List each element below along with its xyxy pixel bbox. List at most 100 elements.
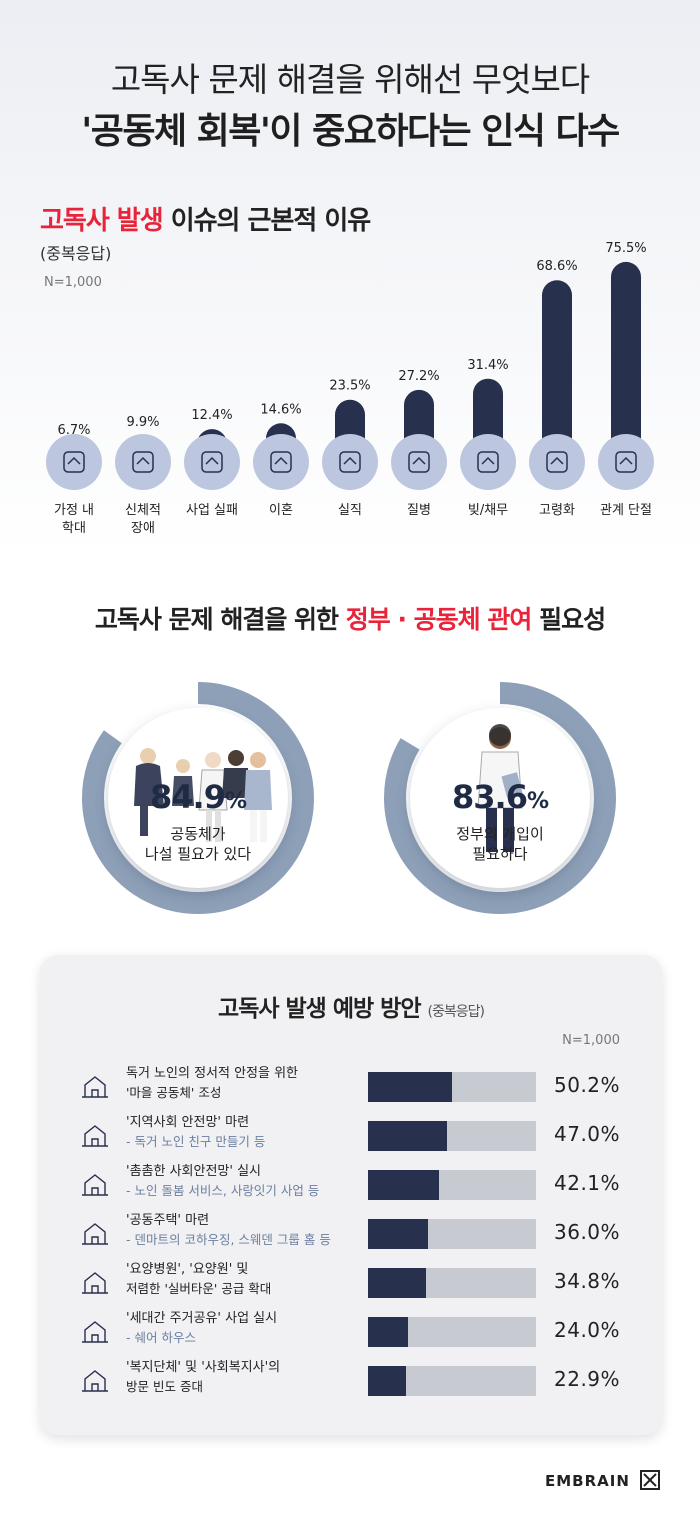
row-label-line1: '세대간 주거공유' 사업 실시 [126,1311,278,1326]
prevention-row: '세대간 주거공유' 사업 실시 - 쉐어 하우스 24.0% [40,1308,662,1352]
caption-line-1: 공동체가 [170,825,226,843]
category-glyph [615,451,637,473]
donut-ring-community [82,682,314,914]
isolation-icon [598,434,654,490]
bar [368,1170,439,1200]
title-line-1: 고독사 문제 해결을 위해선 무엇보다 [110,60,590,99]
category-label: 빚/채무 [468,503,508,518]
prevention-row: '공동주택' 마련 - 덴마트의 코하우징, 스웨덴 그룹 홈 등 36.0% [40,1210,662,1254]
row-label-line1: '지역사회 안전망' 마련 [126,1115,250,1130]
ring-fill [82,682,314,914]
category-label: 장애 [131,521,155,536]
category-label: 실직 [338,503,362,518]
bar-value-label: 47.0% [554,1122,621,1146]
section1-title-rest: 이슈의 근본적 이유 [162,206,371,236]
bar-value-label: 23.5% [329,379,370,394]
row-label-line2: 저렴한 '실버타운' 공급 확대 [126,1281,272,1296]
ring-fill [384,682,616,914]
bar-value-label: 9.9% [126,415,159,430]
category-glyph [546,451,568,473]
row-label-line2: - 노인 돌봄 서비스, 사랑잇기 사업 등 [126,1183,320,1198]
prevention-title-note: (중복응답) [427,1004,485,1020]
prevention-row: 독거 노인의 정서적 안정을 위한 '마을 공동체' 조성 50.2% [40,1063,662,1107]
bar-value-label: 6.7% [57,423,90,438]
bar-group: 68.6% 고령화 [529,259,585,518]
bar-value-label: 31.4% [467,358,508,373]
row-label-line1: '복지단체' 및 '사회복지사'의 [126,1360,281,1375]
bar [368,1121,447,1151]
bar-group: 27.2% 질병 [391,369,447,518]
donut-government-value: 83.6% [380,778,620,816]
donut-inner [410,708,590,888]
unemployment-icon [322,434,378,490]
bar-group: 23.5% 실직 [322,379,378,518]
category-label: 학대 [62,521,86,536]
row-label-line2: - 독거 노인 친구 만들기 등 [126,1134,266,1149]
section1-subtitle: (중복응답) [40,244,112,263]
bar-track [368,1170,536,1200]
bar-track [368,1121,536,1151]
category-label: 가정 내 [54,503,94,518]
prevention-row: '지역사회 안전망' 마련 - 독거 노인 친구 만들기 등 47.0% [40,1112,662,1156]
brand-logo: EMBRAIN [545,1472,630,1490]
prevention-title-text: 고독사 발생 예방 방안 [218,996,421,1022]
donut-community-value: 84.9% [78,778,318,816]
category-label: 사업 실패 [186,503,238,518]
bar-track [368,1317,536,1347]
bar-value-label: 36.0% [554,1220,621,1244]
elderly-icon [529,434,585,490]
prevention-card: 고독사 발생 예방 방안 (중복응답) N=1,000 독거 노인의 정서적 안… [40,955,662,1435]
bar-group: 31.4% 빚/채무 [460,358,516,518]
donut-government-unit: % [526,789,549,814]
bar-value-label: 22.9% [554,1367,621,1391]
bar [368,1366,407,1396]
category-glyph [477,451,499,473]
row-label-line2: - 덴마트의 코하우징, 스웨덴 그룹 홈 등 [126,1232,331,1247]
bar [368,1072,453,1102]
section2-title: 고독사 문제 해결을 위한 정부 · 공동체 관여 필요성 [0,600,700,636]
bar [611,261,641,466]
prevention-row: '요양병원', '요양원' 및 저렴한 '실버타운' 공급 확대 34.8% [40,1259,662,1303]
cohousing-icon [82,1223,108,1245]
section1-title: 고독사 발생 이슈의 근본적 이유 [40,200,371,237]
care-hand-icon [82,1174,108,1196]
caption-line-2: 나설 필요가 있다 [144,845,252,863]
category-glyph [408,451,430,473]
illness-icon [391,434,447,490]
bar [368,1219,429,1249]
prevention-row: '촘촘한 사회안전망' 실시 - 노인 돌봄 서비스, 사랑잇기 사업 등 42.1… [40,1161,662,1205]
bar-value-label: 24.0% [554,1318,621,1342]
debt-icon [460,434,516,490]
donut-inner [108,708,288,888]
bar-track [368,1268,536,1298]
row-label-line2: - 쉐어 하우스 [126,1330,196,1345]
category-glyph [132,451,154,473]
prevention-title: 고독사 발생 예방 방안 (중복응답) [40,989,662,1023]
hospital-icon [82,1272,108,1294]
bar [368,1317,409,1347]
donut-community-unit: % [224,789,247,814]
community-people-illustration [134,748,272,842]
donut-government: 83.6% 정부의 개입이 필요하다 [380,678,620,918]
category-label: 관계 단절 [600,503,652,518]
row-label-line2: 방문 빈도 증대 [126,1379,203,1394]
bar-value-label: 27.2% [398,369,439,384]
category-label: 이혼 [269,503,293,518]
business-failure-icon [184,434,240,490]
category-glyph [201,451,223,473]
broken-heart-icon [253,434,309,490]
section1-n-label: N=1,000 [44,275,102,290]
bar-group: 12.4% 사업 실패 [184,408,240,518]
donut-government-caption: 정부의 개입이 필요하다 [380,824,620,864]
section2-title-accent: 정부 · 공동체 관여 [345,605,533,634]
donut-community-pct: 84.9 [150,778,226,816]
social-worker-icon [82,1370,108,1392]
village-icon [82,1076,108,1098]
bar-value-label: 12.4% [191,408,232,423]
bar-value-label: 34.8% [554,1269,621,1293]
abuse-icon [46,434,102,490]
